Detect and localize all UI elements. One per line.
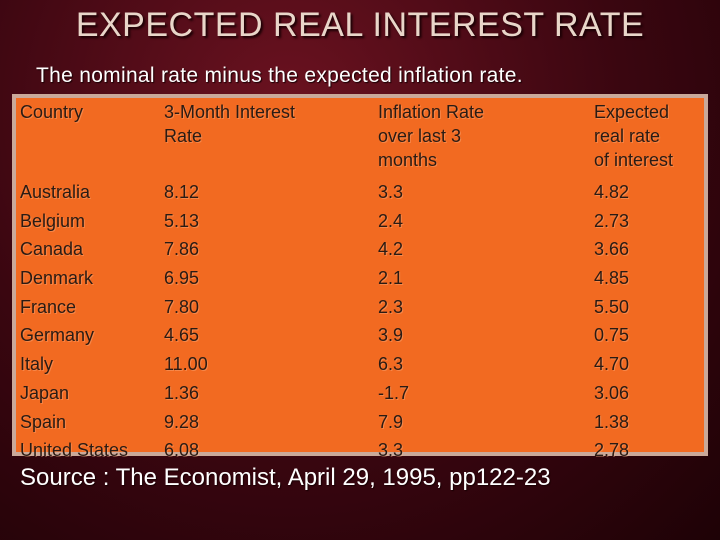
cell-real-rate: 4.82	[594, 182, 630, 202]
column-inflation-rate: Inflation Rate over last 3 months 3.3 2.…	[378, 98, 578, 465]
cell-inflation-rate: 3.3	[378, 182, 404, 202]
header-inflation-rate: Inflation Rate over last 3 months	[378, 102, 485, 170]
cell-nominal-rate: 8.12	[164, 182, 200, 202]
cell-real-rate: 3.06	[594, 382, 630, 403]
cell-real-rate: 0.75	[594, 325, 630, 346]
cell-nominal-rate: 7.80	[164, 296, 200, 317]
cell-country: Belgium	[20, 210, 86, 231]
cell-country: Australia	[20, 182, 91, 202]
cell-inflation-rate: 3.3	[378, 440, 404, 461]
cell-nominal-rate: 9.28	[164, 411, 200, 432]
cell-real-rate: 2.78	[594, 440, 630, 461]
cell-nominal-rate: 4.65	[164, 325, 200, 346]
cell-real-rate: 4.70	[594, 354, 630, 375]
cell-country: Spain	[20, 411, 67, 432]
cell-nominal-rate: 7.86	[164, 239, 200, 260]
cell-nominal-rate: 6.95	[164, 268, 200, 289]
cell-real-rate: 5.50	[594, 296, 630, 317]
cell-inflation-rate: 2.3	[378, 296, 404, 317]
cell-country: Japan	[20, 382, 70, 403]
cell-inflation-rate: 2.1	[378, 268, 404, 289]
cell-real-rate: 3.66	[594, 239, 630, 260]
cell-nominal-rate: 5.13	[164, 210, 200, 231]
cell-real-rate: 1.38	[594, 411, 630, 432]
cell-country: Denmark	[20, 268, 94, 289]
column-real-rate: Expected real rate of interest 4.82 2.73…	[594, 98, 704, 465]
cell-inflation-rate: 7.9	[378, 411, 404, 432]
cell-country: United States	[20, 440, 129, 461]
cell-nominal-rate: 1.36	[164, 382, 200, 403]
column-nominal-rate: 3-Month Interest Rate 8.12 5.13 7.86 6.9…	[164, 98, 364, 465]
source-citation: Source : The Economist, April 29, 1995, …	[20, 464, 551, 491]
cell-inflation-rate: -1.7	[378, 382, 410, 403]
cell-country: France	[20, 296, 77, 317]
cell-inflation-rate: 2.4	[378, 210, 404, 231]
cell-country: Germany	[20, 325, 95, 346]
slide-title: EXPECTED REAL INTEREST RATE	[75, 6, 645, 44]
cell-real-rate: 2.73	[594, 210, 630, 231]
column-country: Country Australia Belgium Canada Denmark…	[20, 98, 160, 465]
cell-nominal-rate: 6.08	[164, 440, 200, 461]
cell-inflation-rate: 6.3	[378, 354, 404, 375]
cell-country: Italy	[20, 354, 54, 375]
cell-inflation-rate: 4.2	[378, 239, 404, 260]
cell-nominal-rate: 11.00	[164, 354, 208, 375]
cell-country: Canada	[20, 239, 84, 260]
cell-real-rate: 4.85	[594, 268, 630, 289]
interest-rate-table: Country Australia Belgium Canada Denmark…	[12, 94, 708, 460]
header-nominal-rate: 3-Month Interest Rate	[164, 102, 296, 146]
cell-inflation-rate: 3.9	[378, 325, 404, 346]
slide-subtitle: The nominal rate minus the expected infl…	[36, 64, 523, 87]
header-country: Country	[20, 102, 84, 122]
header-real-rate: Expected real rate of interest	[594, 102, 674, 170]
